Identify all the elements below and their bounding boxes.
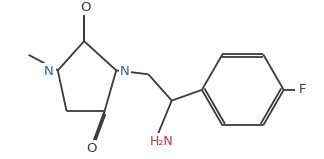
Text: H₂N: H₂N [150,135,174,148]
Text: N: N [120,65,130,78]
Text: N: N [44,65,54,78]
Text: O: O [80,1,90,14]
Text: O: O [87,142,97,155]
Text: F: F [298,83,306,96]
